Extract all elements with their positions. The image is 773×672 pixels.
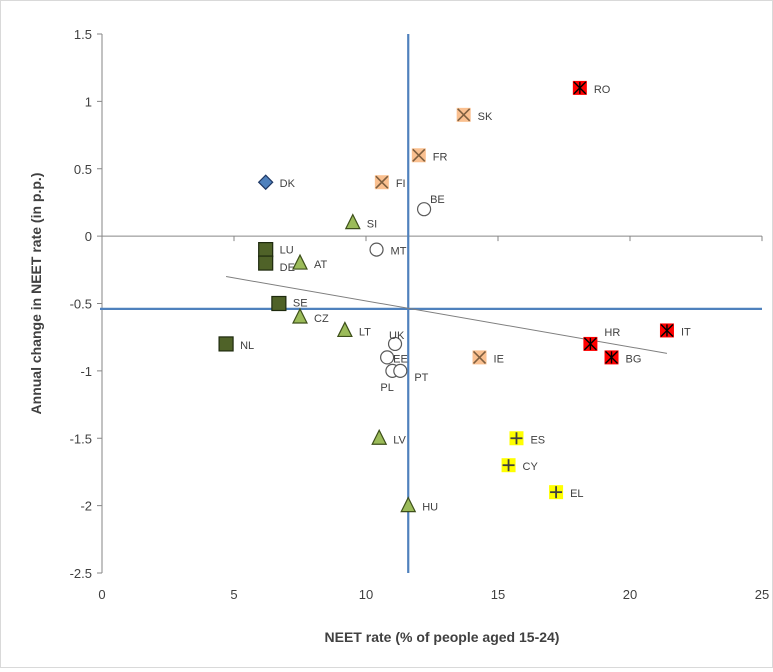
data-point-hu: HU — [400, 496, 438, 514]
data-label-pt: PT — [414, 372, 428, 384]
data-point-dk: DK — [257, 174, 296, 191]
data-point-si: SI — [344, 213, 377, 231]
data-label-bg: BG — [626, 353, 642, 365]
data-label-at: AT — [314, 259, 328, 271]
square-marker — [218, 336, 234, 352]
data-label-ie: IE — [494, 353, 504, 365]
triangle-marker — [344, 213, 361, 230]
y-tick-label: 1 — [85, 94, 92, 109]
triangle-marker — [292, 253, 308, 270]
data-point-es: ES — [509, 431, 545, 446]
x-tick-label: 10 — [359, 587, 373, 602]
triangle-marker — [400, 496, 417, 513]
circle-marker — [393, 363, 408, 378]
data-label-sk: SK — [478, 111, 493, 123]
data-point-el: EL — [549, 485, 584, 500]
data-label-uk: UK — [389, 330, 405, 342]
data-label-hu: HU — [422, 502, 438, 514]
data-label-fi: FI — [396, 178, 406, 190]
data-point-mt: MT — [369, 242, 407, 258]
circle-marker — [416, 202, 432, 217]
x-tick-label: 15 — [491, 587, 505, 602]
x-tick-label: 20 — [623, 587, 637, 602]
circle-marker — [369, 242, 384, 257]
data-point-nl: NL — [218, 336, 254, 352]
data-label-ro: RO — [594, 84, 611, 96]
data-label-es: ES — [530, 434, 545, 446]
data-point-lt: LT — [336, 321, 371, 338]
y-tick-label: -1 — [80, 364, 92, 379]
data-label-lt: LT — [359, 326, 371, 338]
y-tick-label: 1.5 — [74, 27, 92, 42]
data-label-mt: MT — [391, 246, 407, 258]
x-tick-label: 0 — [98, 587, 105, 602]
data-point-ie: IE — [472, 350, 504, 365]
data-label-de: DE — [280, 262, 295, 274]
y-axis-title: Annual change in NEET rate (in p.p.) — [28, 173, 44, 415]
data-point-bg: BG — [604, 350, 642, 365]
data-label-lu: LU — [280, 245, 294, 257]
data-label-dk: DK — [280, 178, 296, 190]
y-tick-label: -2.5 — [70, 566, 92, 581]
tick-labels-layer: 0 5 10 15 20 25 1.5 1 0.5 0 -0.5 -1 -1.5 -2 -2.5 — [70, 27, 770, 602]
x-marker-stroke — [412, 148, 426, 162]
axes-layer — [97, 33, 763, 574]
data-points-layer: DK LU DE SE NL SI AT CZ LT LV HU BE MT UK EE PL PT SK FR FI… — [218, 80, 691, 514]
square-marker — [258, 242, 274, 258]
data-point-fi: FI — [374, 175, 406, 190]
x-marker-stroke — [472, 350, 487, 364]
data-point-at: AT — [292, 253, 328, 271]
data-label-se: SE — [293, 298, 308, 310]
circle-marker — [380, 350, 395, 365]
x-tick-label: 5 — [230, 587, 237, 602]
x-marker-stroke — [457, 108, 471, 122]
data-label-cy: CY — [523, 461, 539, 473]
data-point-be: BE — [416, 194, 445, 217]
data-point-ro: RO — [572, 80, 611, 96]
data-label-pl: PL — [380, 382, 393, 394]
square-marker — [258, 255, 274, 271]
data-label-el: EL — [570, 488, 583, 500]
y-tick-label: 0.5 — [74, 162, 92, 177]
data-point-cy: CY — [501, 458, 539, 473]
triangle-marker — [371, 428, 388, 445]
data-point-de: DE — [258, 255, 295, 274]
data-label-ee: EE — [393, 353, 408, 365]
data-point-pt: PT — [393, 363, 429, 384]
y-tick-label: -2 — [80, 499, 92, 514]
data-label-lv: LV — [393, 434, 406, 446]
y-tick-label: -0.5 — [70, 297, 92, 312]
reference-lines-layer — [100, 34, 762, 573]
data-label-hr: HR — [604, 327, 620, 339]
x-marker-stroke — [375, 175, 389, 189]
data-label-be: BE — [430, 194, 445, 206]
data-point-hr: HR — [583, 327, 620, 351]
data-label-cz: CZ — [314, 313, 329, 325]
circle-marker — [387, 336, 403, 352]
x-tick-label: 25 — [755, 587, 769, 602]
diamond-marker — [257, 174, 274, 191]
data-label-si: SI — [367, 219, 377, 231]
data-label-fr: FR — [433, 151, 448, 163]
data-point-lu: LU — [258, 242, 294, 258]
data-point-lv: LV — [371, 428, 407, 446]
data-point-ee: EE — [380, 350, 408, 365]
data-label-nl: NL — [240, 340, 254, 352]
data-point-cz: CZ — [292, 307, 329, 325]
data-point-se: SE — [271, 295, 308, 312]
trendline — [225, 276, 668, 354]
data-point-uk: UK — [387, 330, 405, 352]
data-point-sk: SK — [456, 107, 493, 123]
data-point-it: IT — [659, 323, 691, 338]
y-tick-label: -1.5 — [70, 431, 92, 446]
triangle-marker — [336, 321, 353, 338]
data-label-it: IT — [681, 326, 691, 338]
y-tick-label: 0 — [85, 229, 92, 244]
triangle-marker — [292, 307, 308, 324]
square-marker — [271, 295, 287, 312]
data-point-fr: FR — [411, 148, 448, 163]
x-axis-title: NEET rate (% of people aged 15-24) — [325, 629, 560, 645]
